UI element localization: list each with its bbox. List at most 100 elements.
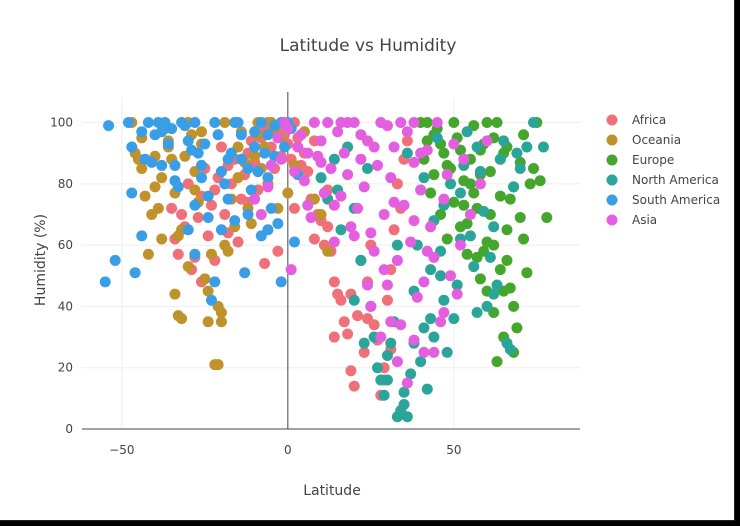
point-oceania[interactable] <box>152 202 164 214</box>
point-north-america[interactable] <box>355 254 367 266</box>
legend-label-north-america[interactable]: North America <box>632 173 719 187</box>
point-asia[interactable] <box>481 135 493 147</box>
point-africa[interactable] <box>338 316 350 328</box>
point-asia[interactable] <box>411 291 423 303</box>
point-oceania[interactable] <box>196 126 208 138</box>
point-asia[interactable] <box>338 147 350 159</box>
point-asia[interactable] <box>381 279 393 291</box>
point-africa[interactable] <box>335 294 347 306</box>
point-north-america[interactable] <box>481 300 493 312</box>
point-africa[interactable] <box>202 230 214 242</box>
point-asia[interactable] <box>464 208 476 220</box>
point-asia[interactable] <box>448 138 460 150</box>
point-south-america[interactable] <box>189 199 201 211</box>
point-oceania[interactable] <box>199 273 211 285</box>
point-europe[interactable] <box>441 233 453 245</box>
point-south-america[interactable] <box>169 159 181 171</box>
point-oceania[interactable] <box>232 172 244 184</box>
point-europe[interactable] <box>474 273 486 285</box>
point-south-america[interactable] <box>192 147 204 159</box>
point-oceania[interactable] <box>176 313 188 325</box>
point-asia[interactable] <box>438 307 450 319</box>
point-asia[interactable] <box>385 316 397 328</box>
point-south-america[interactable] <box>182 135 194 147</box>
point-asia[interactable] <box>405 236 417 248</box>
point-africa[interactable] <box>308 233 320 245</box>
point-asia[interactable] <box>431 117 443 129</box>
point-europe[interactable] <box>448 117 460 129</box>
point-europe[interactable] <box>514 212 526 224</box>
point-north-america[interactable] <box>348 294 360 306</box>
legend-label-asia[interactable]: Asia <box>632 213 657 227</box>
point-asia[interactable] <box>418 346 430 358</box>
point-europe[interactable] <box>501 224 513 236</box>
point-south-america[interactable] <box>162 138 174 150</box>
point-africa[interactable] <box>192 212 204 224</box>
point-asia[interactable] <box>328 236 340 248</box>
point-asia[interactable] <box>474 178 486 190</box>
point-oceania[interactable] <box>156 233 168 245</box>
point-asia[interactable] <box>438 193 450 205</box>
legend-marker-south-america[interactable] <box>606 194 618 206</box>
point-asia[interactable] <box>368 245 380 257</box>
point-south-america[interactable] <box>219 178 231 190</box>
point-asia[interactable] <box>375 331 387 343</box>
point-south-america[interactable] <box>239 267 251 279</box>
point-south-america[interactable] <box>103 120 115 132</box>
point-oceania[interactable] <box>202 285 214 297</box>
legend-marker-africa[interactable] <box>606 114 618 126</box>
point-asia[interactable] <box>401 126 413 138</box>
point-north-america[interactable] <box>425 264 437 276</box>
point-asia[interactable] <box>355 129 367 141</box>
point-south-america[interactable] <box>252 166 264 178</box>
point-asia[interactable] <box>342 169 354 181</box>
point-europe[interactable] <box>441 159 453 171</box>
point-south-america[interactable] <box>142 117 154 129</box>
point-africa[interactable] <box>232 236 244 248</box>
point-africa[interactable] <box>219 208 231 220</box>
point-south-america[interactable] <box>126 141 138 153</box>
point-asia[interactable] <box>362 279 374 291</box>
point-south-america[interactable] <box>272 218 284 230</box>
point-north-america[interactable] <box>498 135 510 147</box>
point-south-america[interactable] <box>242 208 254 220</box>
point-north-america[interactable] <box>488 288 500 300</box>
point-north-america[interactable] <box>362 162 374 174</box>
point-europe[interactable] <box>468 187 480 199</box>
point-north-america[interactable] <box>468 261 480 273</box>
point-south-america[interactable] <box>229 215 241 227</box>
point-south-america[interactable] <box>255 117 267 129</box>
point-north-america[interactable] <box>445 178 457 190</box>
point-south-america[interactable] <box>235 129 247 141</box>
point-south-america[interactable] <box>169 175 181 187</box>
point-oceania[interactable] <box>139 190 151 202</box>
legend-marker-oceania[interactable] <box>606 134 618 146</box>
point-asia[interactable] <box>408 156 420 168</box>
point-africa[interactable] <box>342 328 354 340</box>
legend-label-south-america[interactable]: South America <box>632 193 720 207</box>
point-asia[interactable] <box>445 270 457 282</box>
point-asia[interactable] <box>335 190 347 202</box>
point-south-america[interactable] <box>129 267 141 279</box>
point-south-america[interactable] <box>199 138 211 150</box>
point-africa[interactable] <box>259 258 271 269</box>
point-south-america[interactable] <box>245 184 257 196</box>
point-north-america[interactable] <box>358 337 370 349</box>
point-oceania[interactable] <box>149 181 161 193</box>
point-oceania[interactable] <box>205 248 217 260</box>
point-south-america[interactable] <box>156 159 168 171</box>
point-north-america[interactable] <box>391 239 403 251</box>
point-south-america[interactable] <box>196 172 208 184</box>
point-oceania[interactable] <box>142 248 154 260</box>
point-north-america[interactable] <box>428 331 440 343</box>
point-asia[interactable] <box>395 117 407 129</box>
point-south-america[interactable] <box>275 276 287 288</box>
point-africa[interactable] <box>288 202 300 214</box>
point-south-america[interactable] <box>109 254 121 266</box>
point-south-america[interactable] <box>196 159 208 171</box>
point-africa[interactable] <box>215 141 227 153</box>
point-africa[interactable] <box>302 166 314 178</box>
point-asia[interactable] <box>395 319 407 331</box>
point-asia[interactable] <box>272 132 284 144</box>
point-oceania[interactable] <box>136 162 148 174</box>
